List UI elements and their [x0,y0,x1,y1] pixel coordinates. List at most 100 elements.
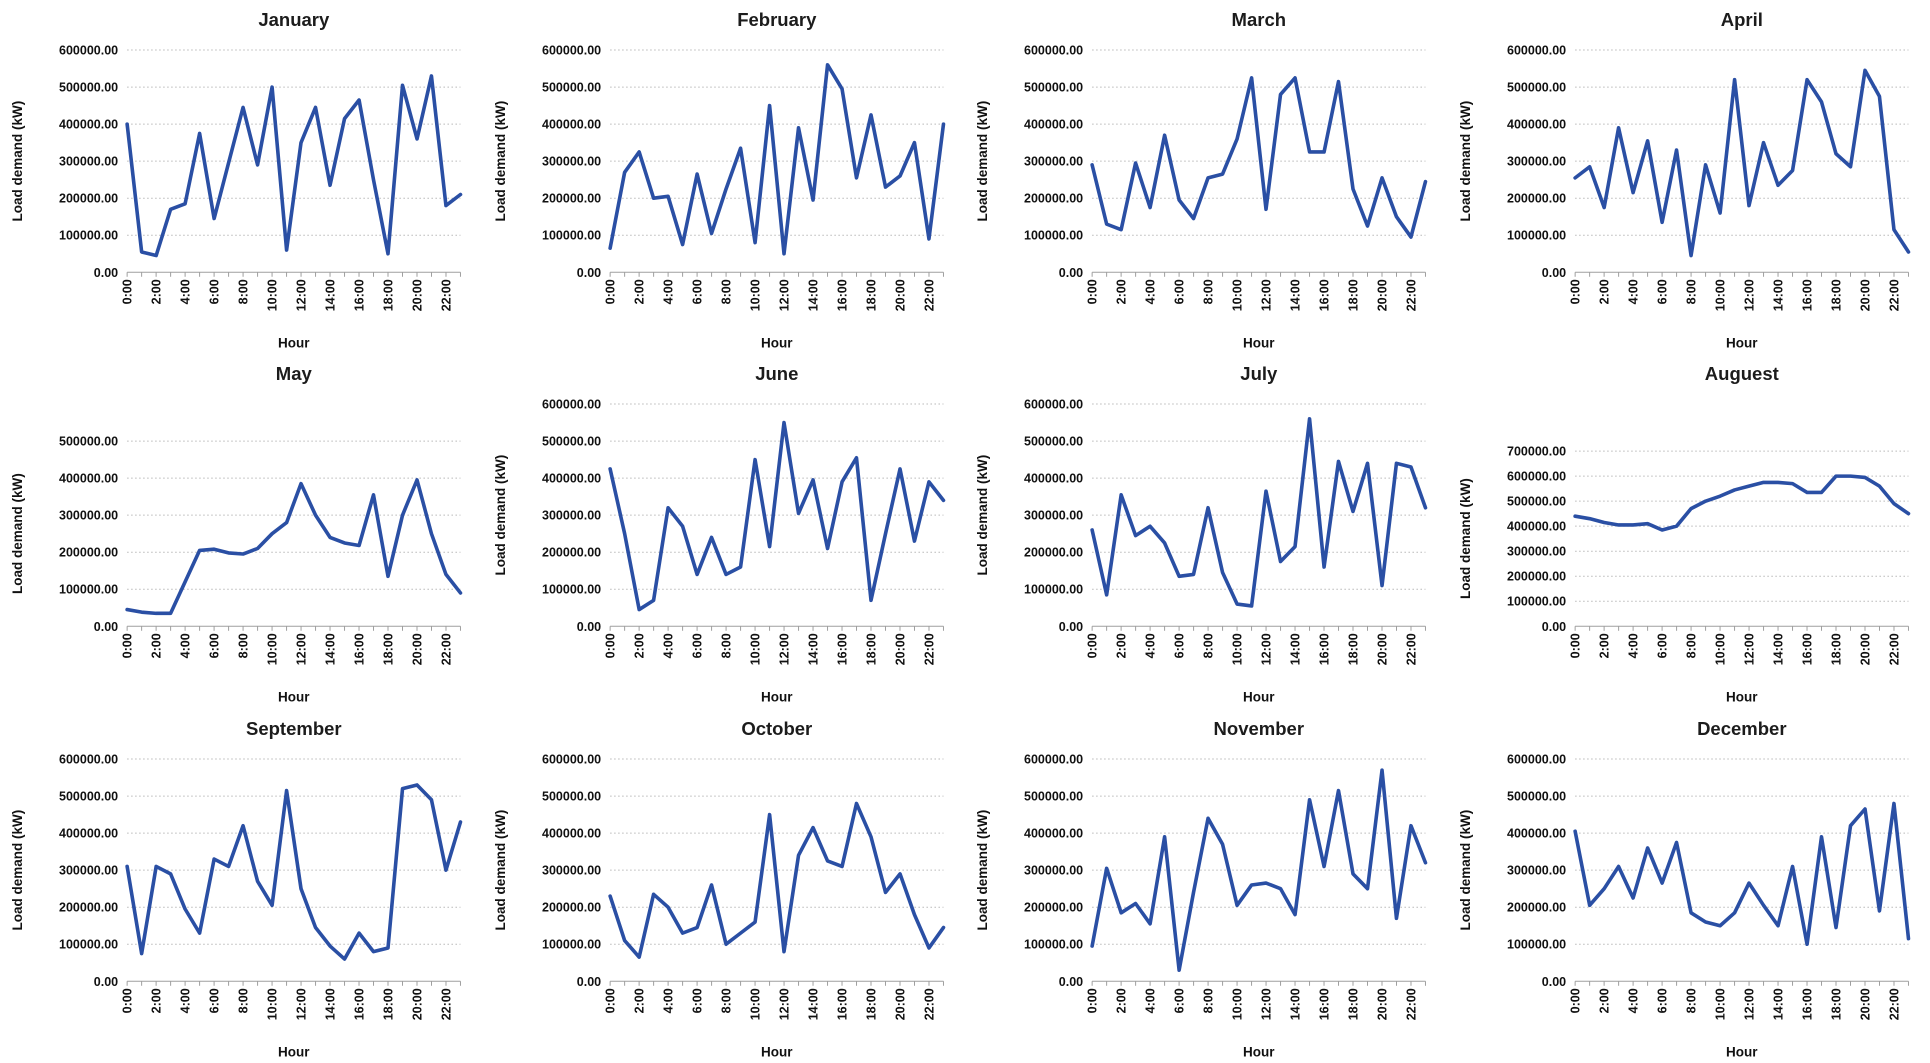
load-demand-line [607,421,945,612]
x-tick-label: 18:00 [1829,634,1843,666]
y-tick-label: 200000.00 [1024,192,1083,206]
y-tick-label: 100000.00 [542,583,601,597]
x-tick-label: 10:00 [266,634,280,666]
chart-svg-auguest: Auguest 0.00 100000.00 200000.00 300000.00 40… [1458,363,1910,705]
x-tick-label: 20:00 [411,988,425,1020]
y-tick-label: 200000.00 [1024,546,1083,560]
chart-svg-september: September 0.00 100000.00 200000.00 300000.00… [10,718,463,1059]
x-tick-label: 2:00 [632,988,646,1013]
chart-january: January 0.00 100000.00 200000.00 300000.00 40… [0,0,483,354]
x-tick-label: 0:00 [1086,279,1100,304]
x-tick-label: 6:00 [690,634,704,659]
x-tick-label: 22:00 [439,279,453,311]
x-tick-label: 20:00 [1376,988,1390,1020]
x-tick-label: 10:00 [1231,279,1245,311]
x-tick-label: 18:00 [1347,988,1361,1020]
y-tick-label: 400000.00 [542,472,601,486]
x-tick-label: 8:00 [1684,988,1698,1013]
chart-svg-november: November 0.00 100000.00 200000.00 300000.00 4… [975,718,1428,1059]
x-tick-label: 4:00 [661,988,675,1013]
y-axis-title: Load demand (kW) [10,474,25,595]
x-tick-label: 6:00 [1655,634,1669,659]
x-axis-title: Hour [1726,1044,1758,1059]
x-tick-label: 20:00 [893,988,907,1020]
x-tick-label: 6:00 [1655,988,1669,1013]
chart-title: March [1232,9,1287,30]
y-tick-label: 500000.00 [1024,81,1083,95]
x-tick-label: 4:00 [179,279,193,304]
chart-title: Auguest [1704,363,1778,384]
y-tick-label: 0.00 [1059,620,1083,634]
x-tick-label: 12:00 [295,988,309,1020]
y-tick-label: 600000.00 [1507,44,1566,58]
y-axis-title: Load demand (kW) [1458,810,1473,931]
x-tick-label: 10:00 [1231,634,1245,666]
x-tick-label: 22:00 [922,988,936,1020]
x-tick-label: 14:00 [1289,279,1303,311]
x-tick-label: 0:00 [603,279,617,304]
load-demand-line [125,782,463,961]
x-tick-label: 2:00 [150,634,164,659]
x-tick-label: 2:00 [1115,279,1129,304]
y-tick-label: 500000.00 [59,81,118,95]
x-tick-label: 6:00 [1655,279,1669,304]
y-tick-label: 500000.00 [542,789,601,803]
x-tick-label: 4:00 [1144,988,1158,1013]
x-tick-label: 14:00 [1289,988,1303,1020]
chart-svg-january: January 0.00 100000.00 200000.00 300000.00 40… [10,9,463,350]
y-tick-label: 300000.00 [542,509,601,523]
chart-title: October [741,718,812,739]
x-tick-label: 16:00 [353,988,367,1020]
x-tick-label: 14:00 [1771,634,1785,666]
y-tick-label: 300000.00 [59,509,118,523]
x-tick-label: 2:00 [1115,634,1129,659]
chart-title: January [258,9,330,30]
x-tick-label: 0:00 [603,634,617,659]
y-tick-label: 200000.00 [542,192,601,206]
x-tick-label: 10:00 [266,988,280,1020]
x-axis-title: Hour [761,1044,793,1059]
y-tick-label: 200000.00 [542,546,601,560]
y-tick-label: 100000.00 [1507,595,1566,609]
y-tick-label: 100000.00 [542,229,601,243]
x-axis-title: Hour [278,335,310,350]
y-tick-label: 600000.00 [542,398,601,412]
x-tick-label: 4:00 [179,988,193,1013]
y-tick-label: 500000.00 [542,435,601,449]
x-tick-label: 12:00 [1260,634,1274,666]
y-tick-label: 500000.00 [1507,495,1566,509]
x-tick-label: 20:00 [893,634,907,666]
y-tick-label: 500000.00 [59,789,118,803]
y-tick-label: 400000.00 [1024,472,1083,486]
x-tick-label: 10:00 [1713,279,1727,311]
chart-svg-march: March 0.00 100000.00 200000.00 300000.00 4000… [975,9,1428,350]
x-tick-label: 2:00 [1115,988,1129,1013]
y-tick-label: 300000.00 [1507,863,1566,877]
x-tick-label: 10:00 [1713,634,1727,666]
y-tick-label: 0.00 [1059,266,1083,280]
x-tick-label: 22:00 [1887,634,1901,666]
x-tick-label: 14:00 [806,634,820,666]
y-axis-title: Load demand (kW) [975,455,990,576]
y-tick-label: 400000.00 [59,826,118,840]
y-tick-label: 300000.00 [59,155,118,169]
y-tick-label: 400000.00 [1024,118,1083,132]
chart-svg-april: April 0.00 100000.00 200000.00 300000.00 4000… [1458,9,1910,350]
x-tick-label: 2:00 [1597,988,1611,1013]
x-tick-label: 18:00 [1347,279,1361,311]
x-tick-label: 22:00 [439,988,453,1020]
x-tick-label: 2:00 [632,634,646,659]
y-tick-label: 500000.00 [1024,435,1083,449]
x-tick-label: 16:00 [835,634,849,666]
x-tick-label: 6:00 [1173,279,1187,304]
chart-title: July [1240,363,1278,384]
x-tick-label: 6:00 [690,279,704,304]
x-tick-label: 0:00 [603,988,617,1013]
y-tick-label: 0.00 [94,974,118,988]
chart-svg-july: July 0.00 100000.00 200000.00 300000.00 40000… [975,363,1428,705]
y-tick-label: 200000.00 [1507,900,1566,914]
y-tick-label: 0.00 [1541,974,1565,988]
y-tick-label: 200000.00 [59,900,118,914]
y-axis-title: Load demand (kW) [1458,479,1473,600]
x-tick-label: 22:00 [439,634,453,666]
